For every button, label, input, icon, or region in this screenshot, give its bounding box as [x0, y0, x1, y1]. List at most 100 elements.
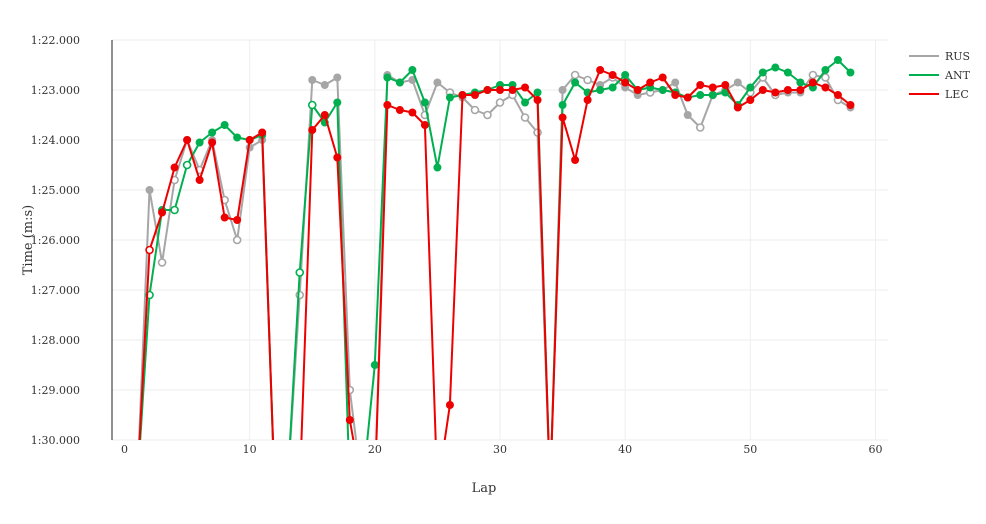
- data-point-ant[interactable]: [596, 86, 605, 94]
- data-point-ant[interactable]: [333, 98, 342, 107]
- data-point-rus[interactable]: [433, 78, 442, 87]
- data-point-ant[interactable]: [746, 83, 755, 92]
- data-point-rus[interactable]: [683, 111, 692, 119]
- data-point-lec[interactable]: [458, 91, 467, 99]
- data-point-lec[interactable]: [621, 78, 630, 87]
- data-point-lec[interactable]: [758, 86, 767, 94]
- data-point-lec[interactable]: [808, 78, 817, 87]
- data-point-lec[interactable]: [708, 83, 717, 92]
- data-point-lec[interactable]: [608, 71, 617, 79]
- data-point-lec[interactable]: [220, 213, 229, 222]
- data-point-rus[interactable]: [808, 70, 818, 80]
- data-point-ant[interactable]: [846, 68, 855, 77]
- data-point-ant[interactable]: [408, 66, 417, 74]
- data-point-ant[interactable]: [420, 98, 429, 107]
- data-point-lec[interactable]: [508, 86, 517, 94]
- data-point-ant[interactable]: [383, 73, 392, 82]
- data-point-lec[interactable]: [383, 101, 392, 109]
- legend-item-lec[interactable]: LEC: [909, 88, 969, 101]
- data-point-ant[interactable]: [395, 78, 404, 87]
- data-point-lec[interactable]: [721, 81, 730, 89]
- data-point-lec[interactable]: [408, 108, 417, 117]
- data-point-rus[interactable]: [570, 70, 580, 80]
- data-point-ant[interactable]: [833, 56, 842, 64]
- legend-item-ant[interactable]: ANT: [909, 69, 971, 82]
- data-point-lec[interactable]: [158, 208, 167, 217]
- data-point-lec[interactable]: [746, 96, 755, 104]
- data-point-ant[interactable]: [307, 100, 317, 110]
- data-point-lec[interactable]: [308, 126, 317, 134]
- data-point-rus[interactable]: [520, 113, 530, 122]
- data-point-ant[interactable]: [696, 91, 705, 99]
- data-point-ant[interactable]: [608, 83, 617, 92]
- data-point-lec[interactable]: [521, 83, 530, 92]
- data-point-ant[interactable]: [796, 78, 805, 87]
- legend[interactable]: RUS ANT LEC: [909, 50, 971, 101]
- data-point-ant[interactable]: [621, 71, 630, 79]
- data-point-lec[interactable]: [821, 83, 830, 92]
- data-point-lec[interactable]: [208, 138, 217, 147]
- data-point-rus[interactable]: [145, 186, 154, 194]
- data-point-lec[interactable]: [333, 153, 342, 162]
- data-point-ant[interactable]: [170, 205, 179, 215]
- data-point-lec[interactable]: [846, 101, 855, 109]
- data-point-rus[interactable]: [671, 78, 680, 87]
- data-point-ant[interactable]: [433, 163, 442, 172]
- data-point-lec[interactable]: [258, 128, 267, 137]
- data-point-ant[interactable]: [783, 68, 792, 77]
- data-point-rus[interactable]: [695, 123, 705, 132]
- data-point-lec[interactable]: [496, 86, 504, 94]
- data-point-rus[interactable]: [583, 75, 592, 85]
- data-point-ant[interactable]: [558, 101, 567, 109]
- data-point-ant[interactable]: [445, 93, 454, 102]
- data-point-ant[interactable]: [295, 268, 305, 277]
- data-point-lec[interactable]: [733, 103, 742, 112]
- legend-item-rus[interactable]: RUS: [909, 50, 970, 63]
- data-point-rus[interactable]: [483, 110, 492, 120]
- data-point-ant[interactable]: [220, 121, 229, 129]
- data-point-lec[interactable]: [583, 96, 592, 104]
- data-point-lec[interactable]: [245, 136, 254, 144]
- data-point-lec[interactable]: [233, 216, 242, 224]
- data-point-rus[interactable]: [308, 76, 317, 84]
- data-point-lec[interactable]: [445, 401, 454, 409]
- data-point-lec[interactable]: [395, 106, 404, 114]
- data-point-lec[interactable]: [345, 416, 354, 424]
- data-point-ant[interactable]: [771, 63, 780, 72]
- data-point-rus[interactable]: [495, 98, 505, 107]
- data-point-ant[interactable]: [233, 133, 242, 142]
- data-point-ant[interactable]: [370, 361, 379, 369]
- data-point-lec[interactable]: [596, 66, 605, 74]
- data-point-rus[interactable]: [733, 78, 742, 87]
- data-point-lec[interactable]: [671, 91, 680, 99]
- data-point-lec[interactable]: [658, 73, 667, 82]
- data-point-lec[interactable]: [183, 136, 192, 144]
- data-point-ant[interactable]: [708, 91, 717, 99]
- data-point-lec[interactable]: [783, 86, 792, 94]
- data-point-lec[interactable]: [558, 113, 567, 122]
- data-point-rus[interactable]: [558, 86, 567, 94]
- data-point-lec[interactable]: [145, 245, 154, 255]
- data-point-lec[interactable]: [320, 111, 329, 119]
- data-point-lec[interactable]: [833, 91, 842, 99]
- data-point-rus[interactable]: [232, 235, 242, 245]
- data-point-ant[interactable]: [533, 88, 542, 97]
- data-point-ant[interactable]: [521, 98, 530, 107]
- data-point-rus[interactable]: [157, 258, 167, 267]
- data-point-rus[interactable]: [320, 81, 329, 89]
- data-point-lec[interactable]: [646, 78, 655, 87]
- data-point-lec[interactable]: [195, 176, 204, 184]
- data-point-lec[interactable]: [771, 88, 780, 97]
- data-point-rus[interactable]: [333, 73, 342, 82]
- data-point-ant[interactable]: [821, 66, 830, 74]
- data-point-lec[interactable]: [696, 81, 705, 89]
- data-point-lec[interactable]: [470, 91, 479, 99]
- data-point-ant[interactable]: [571, 78, 580, 87]
- data-point-lec[interactable]: [533, 96, 542, 104]
- data-point-ant[interactable]: [658, 86, 667, 94]
- data-point-ant[interactable]: [195, 138, 204, 147]
- data-point-lec[interactable]: [170, 163, 179, 172]
- data-point-ant[interactable]: [208, 128, 217, 137]
- data-point-lec[interactable]: [796, 86, 805, 94]
- data-point-ant[interactable]: [758, 68, 767, 77]
